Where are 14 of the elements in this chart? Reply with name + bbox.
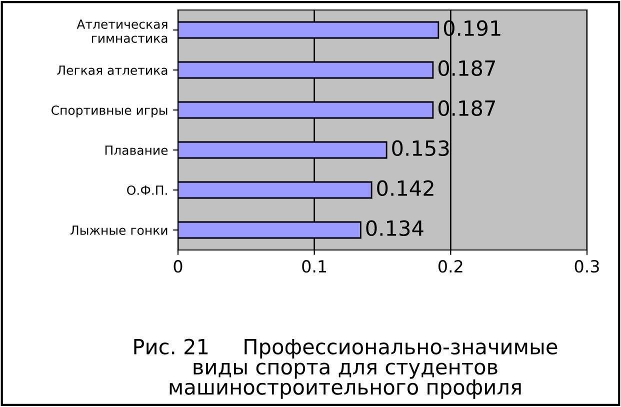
y-tick-label: О.Ф.П. bbox=[127, 185, 167, 195]
data-label: 0.142 bbox=[377, 180, 434, 196]
x-tick-label: 0.3 bbox=[574, 260, 599, 273]
x-tick-label: 0.1 bbox=[302, 260, 326, 273]
y-tick-label: Легкая атлетика bbox=[57, 66, 168, 75]
y-tick-label: Плавание bbox=[105, 146, 168, 155]
x-tick-label: 0.2 bbox=[438, 260, 462, 273]
y-tick-label: Лыжные гонки bbox=[70, 226, 168, 235]
x-tick-label: 0 bbox=[174, 260, 182, 273]
y-tick-label: Спортивные игры bbox=[52, 105, 168, 118]
data-label: 0.134 bbox=[366, 220, 424, 236]
text: Рис. 21 Профессионально-значимые виды спорта для студентов машиностроительного профиля bbox=[134, 338, 558, 399]
data-label: 0.153 bbox=[392, 140, 449, 156]
y-tick-label: Атлетическая гимнастика bbox=[76, 20, 168, 43]
